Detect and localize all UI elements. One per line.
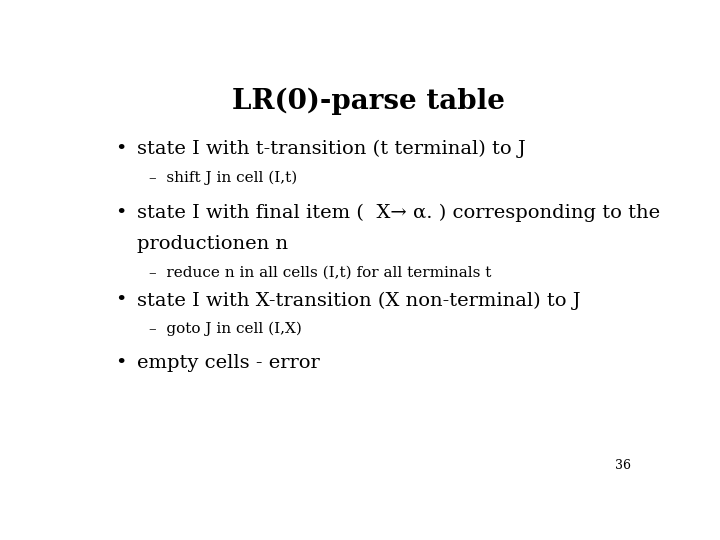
Text: empty cells - error: empty cells - error (138, 354, 320, 372)
Text: –  shift J in cell (I,t): – shift J in cell (I,t) (148, 171, 297, 185)
Text: –  reduce n in all cells (I,t) for all terminals t: – reduce n in all cells (I,t) for all te… (148, 266, 491, 280)
Text: –  goto J in cell (I,X): – goto J in cell (I,X) (148, 321, 302, 336)
Text: •: • (115, 292, 127, 309)
Text: •: • (115, 140, 127, 158)
Text: state I with t-transition (t terminal) to J: state I with t-transition (t terminal) t… (138, 140, 526, 158)
Text: •: • (115, 204, 127, 222)
Text: •: • (115, 354, 127, 372)
Text: 36: 36 (616, 460, 631, 472)
Text: state I with final item (  X→ α. ) corresponding to the: state I with final item ( X→ α. ) corres… (138, 204, 660, 222)
Text: state I with X-transition (X non-terminal) to J: state I with X-transition (X non-termina… (138, 292, 581, 309)
Text: productionen n: productionen n (138, 235, 289, 253)
Text: LR(0)-parse table: LR(0)-parse table (233, 87, 505, 115)
